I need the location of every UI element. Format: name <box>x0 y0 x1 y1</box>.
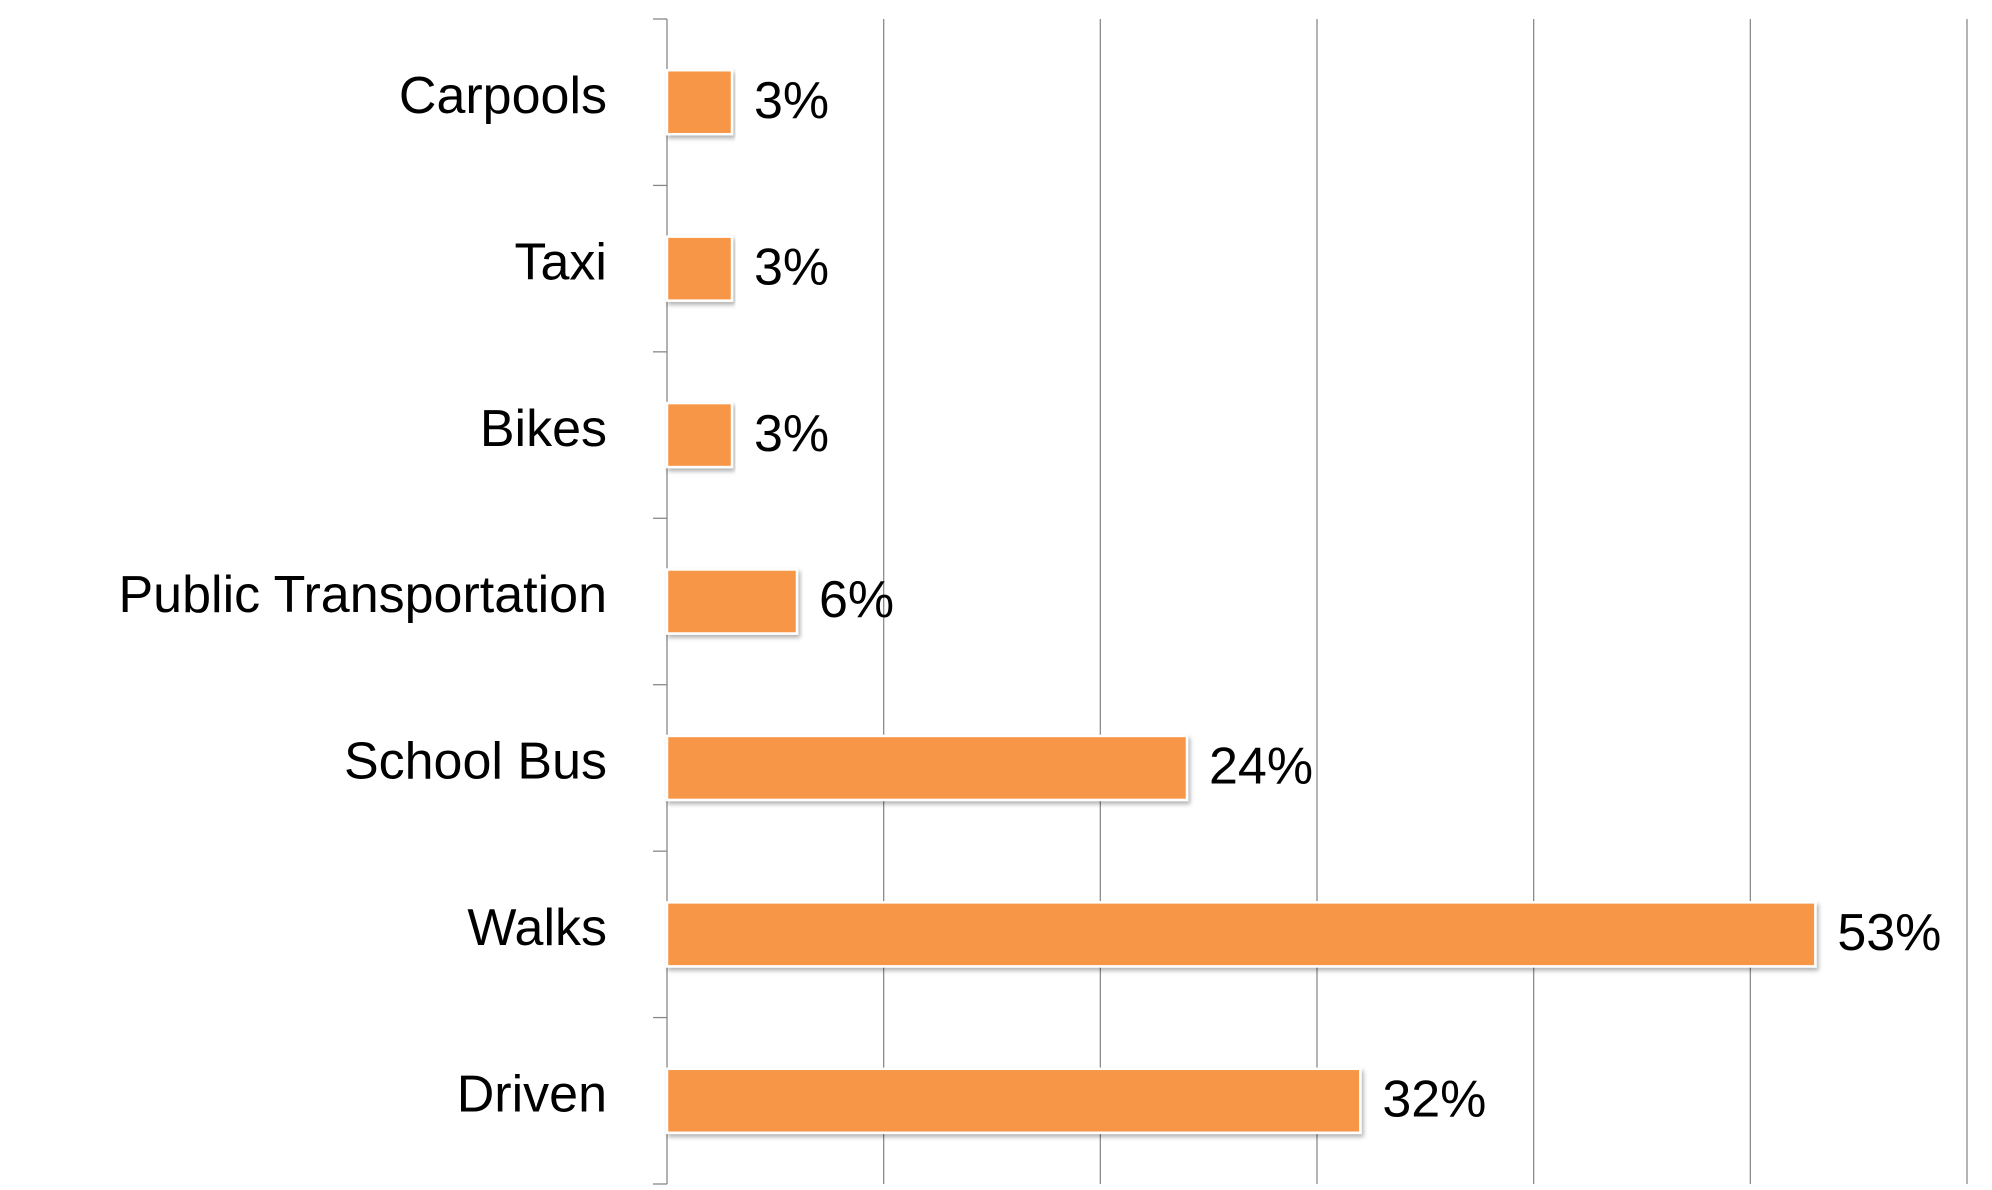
bar <box>665 1067 1362 1135</box>
y-tick-label: Public Transportation <box>119 566 608 624</box>
y-tick-label: Driven <box>457 1066 607 1124</box>
data-label: 53% <box>1837 904 1941 962</box>
data-label: 6% <box>819 571 894 629</box>
y-tick-label: Bikes <box>480 400 607 458</box>
y-tick-label: School Bus <box>344 733 607 791</box>
y-tick-label: Walks <box>467 899 607 957</box>
bar <box>665 734 1189 802</box>
y-tick-label: Carpools <box>399 67 607 125</box>
bar <box>665 901 1817 968</box>
y-tick-label: Taxi <box>515 233 607 291</box>
data-label: 3% <box>754 405 829 463</box>
bar <box>665 401 734 469</box>
bar <box>665 68 734 136</box>
bar <box>665 235 734 302</box>
bar <box>665 568 799 635</box>
data-label: 3% <box>754 238 829 296</box>
data-label: 32% <box>1382 1071 1486 1129</box>
data-label: 24% <box>1209 738 1313 796</box>
data-label: 3% <box>754 72 829 130</box>
